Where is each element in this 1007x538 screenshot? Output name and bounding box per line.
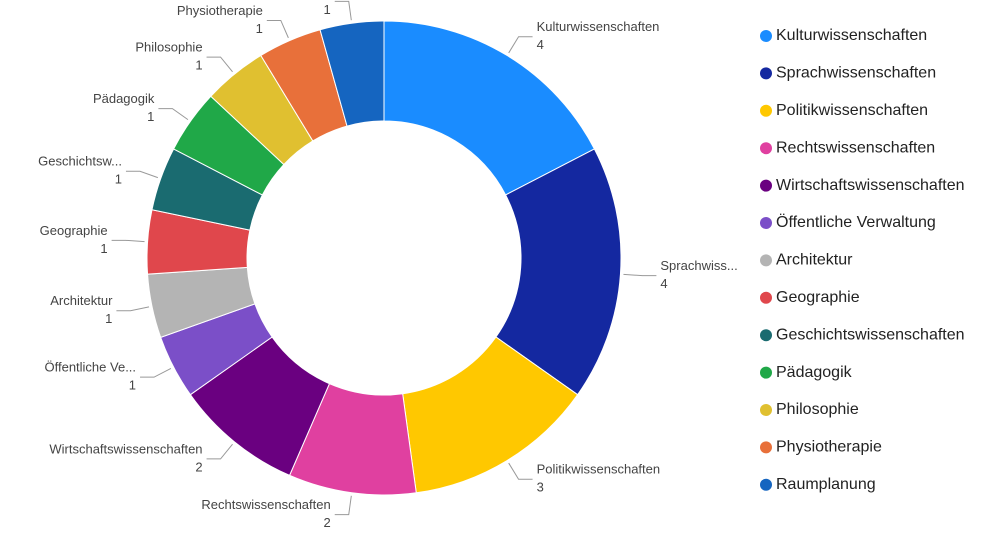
legend-marker (760, 329, 772, 342)
slice-label: Sprachwiss... (660, 258, 737, 273)
slice-value: 1 (256, 21, 263, 36)
legend-marker (760, 404, 772, 416)
slice-value: 2 (323, 515, 330, 530)
legend-marker (760, 179, 772, 192)
slice-value: 1 (105, 311, 112, 326)
slice-value: 1 (115, 172, 122, 187)
legend-label: Raumplanung (776, 476, 876, 493)
legend-label: Öffentliche Verwaltung (776, 213, 936, 231)
slice-label: Öffentliche Ve... (44, 360, 136, 375)
legend-marker (760, 478, 772, 491)
slice-label: Kulturwissenschaften (537, 19, 660, 34)
slice-label: Politikwissenschaften (537, 462, 661, 477)
legend-marker (760, 67, 772, 80)
legend-marker (760, 142, 772, 155)
legend-label: Physiotherapie (776, 439, 882, 456)
slice-value: 4 (660, 276, 667, 291)
slice-label: Geschichtsw... (38, 154, 122, 169)
slice-value: 3 (537, 480, 544, 495)
slice-value: 1 (147, 109, 154, 124)
legend-marker (760, 291, 772, 304)
leader-line (158, 108, 189, 121)
legend-marker (760, 366, 772, 379)
leader-line (266, 19, 289, 39)
leader-line (206, 56, 233, 73)
slice (319, 20, 385, 127)
slice-label: Rechtswissenschaften (201, 497, 330, 512)
legend-marker (760, 30, 772, 42)
legend-marker (760, 254, 772, 267)
legend-label: Wirtschaftswissenschaften (776, 177, 965, 194)
leader-line (334, 495, 352, 516)
slice-label: Philosophie (135, 40, 202, 55)
slice-label: Architektur (50, 293, 113, 308)
slice-value: 1 (129, 378, 136, 393)
leader-line (206, 443, 233, 460)
slice-value: 1 (195, 58, 202, 73)
leader-line (116, 306, 150, 312)
legend-label: Kulturwissenschaften (776, 27, 927, 44)
leader-line (623, 273, 657, 277)
slice-value: 1 (100, 241, 107, 256)
legend-label: Sprachwissenschaften (776, 65, 936, 82)
legend-marker (760, 441, 772, 454)
legend-label: Politikwissenschaften (776, 102, 928, 119)
slice (495, 148, 622, 396)
slice-label: Physiotherapie (177, 3, 263, 18)
legend-label: Rechtswissenschaften (776, 139, 935, 156)
legend-marker (760, 104, 772, 117)
slice-value: 4 (537, 37, 544, 52)
slice (383, 20, 596, 196)
leader-line (508, 36, 533, 54)
legend-label: Philosophie (776, 401, 859, 418)
slice-value: 2 (195, 459, 202, 474)
legend-marker (760, 217, 772, 229)
legend-label: Geschichtswissenschaften (776, 326, 965, 343)
slice-label: Geographie (40, 223, 108, 238)
leader-line (125, 170, 159, 179)
leader-line (508, 462, 533, 480)
slice-label: Wirtschaftswissenschaften (49, 441, 202, 456)
slice-label: Pädagogik (93, 91, 155, 106)
slice-value: 1 (323, 2, 330, 17)
leader-line (334, 0, 352, 21)
legend-label: Geographie (776, 289, 860, 306)
leader-line (140, 367, 172, 378)
legend-label: Pädagogik (776, 364, 853, 381)
leader-line (111, 239, 145, 243)
legend-label: Architektur (776, 252, 853, 269)
